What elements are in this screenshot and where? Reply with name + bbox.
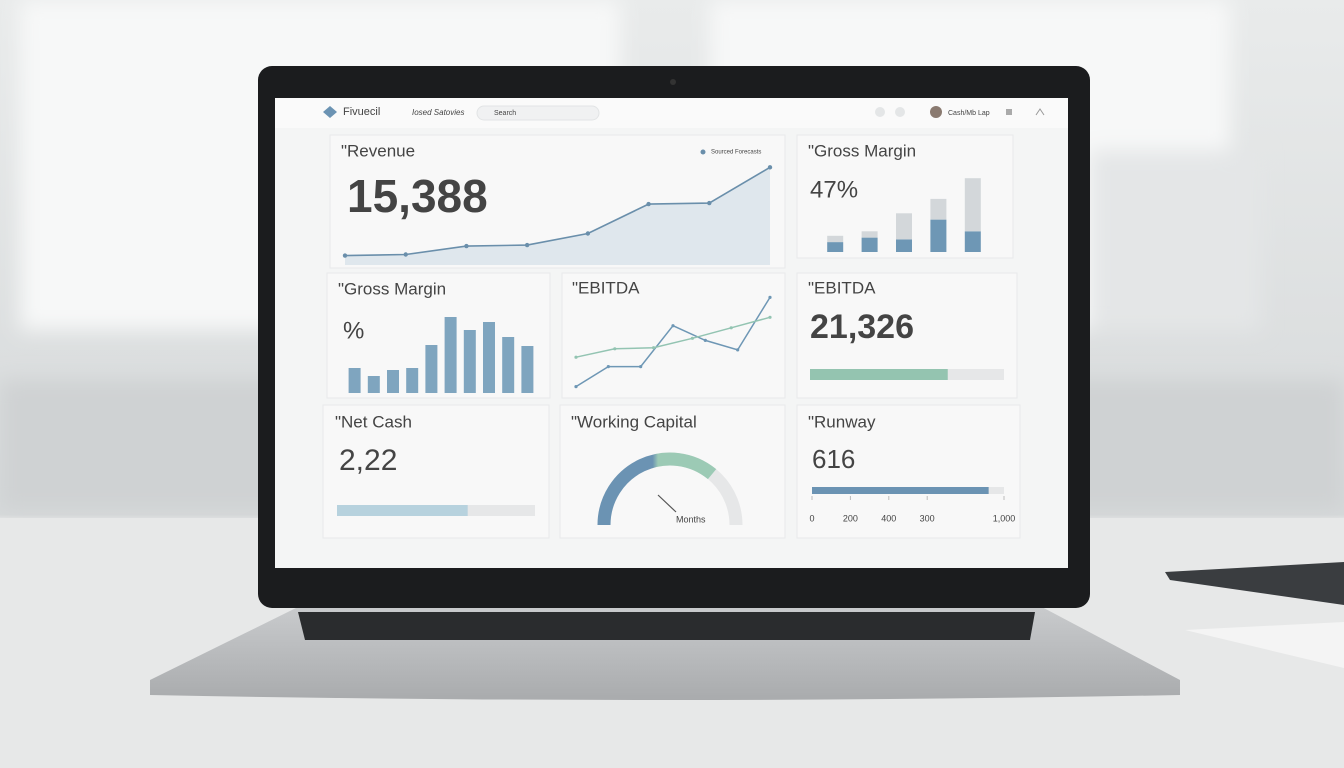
bar	[444, 317, 457, 393]
user-name[interactable]: Cash/Mb Lap	[948, 110, 990, 117]
search-placeholder: Search	[494, 110, 516, 117]
card-value: 15,388	[347, 170, 488, 222]
card	[561, 272, 786, 399]
message-icon[interactable]	[895, 107, 905, 117]
x-tick-label: 400	[881, 513, 896, 523]
bar	[406, 368, 419, 393]
x-tick-label: 200	[843, 513, 858, 523]
apps-icon[interactable]	[1006, 109, 1012, 115]
bar	[502, 337, 515, 393]
line	[344, 166, 771, 257]
point	[464, 243, 469, 249]
point	[574, 355, 578, 359]
bar	[483, 322, 495, 393]
paper	[1185, 622, 1344, 668]
bar	[463, 330, 476, 393]
card-title: "Runway	[808, 412, 876, 431]
bar-segment	[964, 231, 981, 252]
camera	[670, 79, 676, 85]
card	[559, 404, 786, 539]
line	[575, 316, 771, 358]
card-title: "Gross Margin	[808, 141, 916, 160]
x-tick-label: 300	[920, 513, 935, 523]
point	[703, 338, 707, 342]
account-icon[interactable]	[1035, 108, 1045, 116]
legend-label: Sourced Forecasts	[711, 150, 761, 156]
progress-bar	[337, 505, 468, 516]
card-title: "Net Cash	[335, 412, 412, 431]
bar-segment	[861, 237, 878, 252]
point	[768, 315, 772, 319]
bar-segment	[930, 219, 947, 252]
bar-segment	[827, 235, 844, 243]
point	[767, 165, 773, 170]
bar-segment	[827, 242, 844, 252]
point	[768, 295, 772, 299]
point	[729, 326, 733, 330]
point	[639, 365, 643, 369]
card-value: %	[343, 317, 364, 344]
bar	[521, 346, 534, 393]
bar	[425, 345, 438, 393]
bar	[367, 376, 380, 393]
point	[671, 324, 675, 328]
point	[707, 200, 712, 206]
bar	[348, 368, 361, 393]
bar	[387, 370, 399, 393]
dashboard: Fivuecil Iosed Satovies Search Cash/Mb L…	[275, 98, 1068, 539]
bar-segment	[930, 198, 947, 220]
card-title: "EBITDA	[572, 278, 640, 297]
gauge-needle	[657, 494, 677, 513]
point	[646, 201, 651, 207]
keyboard	[298, 612, 1035, 640]
area-fill	[345, 167, 770, 265]
screen: Fivuecil Iosed Satovies Search Cash/Mb L…	[275, 98, 1068, 568]
bar-segment	[861, 231, 878, 238]
progress-bar	[810, 369, 948, 380]
point	[342, 253, 348, 258]
card-value: 2,22	[339, 444, 397, 477]
card-title: "Revenue	[341, 141, 415, 160]
card-title: "Working Capital	[571, 412, 697, 431]
avatar[interactable]	[930, 106, 942, 118]
card-title: "EBITDA	[808, 278, 876, 297]
progress-bar	[812, 487, 989, 494]
point	[613, 347, 617, 351]
point	[403, 252, 408, 257]
point	[606, 365, 610, 369]
search-box[interactable]	[476, 105, 600, 121]
point	[736, 348, 740, 352]
bar-segment	[896, 239, 912, 252]
point	[574, 385, 578, 389]
point	[690, 336, 694, 340]
card-value: 47%	[810, 176, 858, 203]
bar-segment	[896, 213, 912, 240]
nav-link[interactable]: Iosed Satovies	[412, 108, 464, 117]
card	[796, 404, 1021, 539]
notebook	[1165, 562, 1344, 605]
logo[interactable]: Fivuecil	[343, 106, 380, 118]
legend-dot	[700, 149, 706, 155]
point	[652, 346, 656, 350]
bar-segment	[964, 178, 981, 232]
card-value: 21,326	[810, 308, 914, 346]
gauge-value	[597, 452, 717, 526]
point	[585, 231, 591, 236]
x-tick-label: 0	[809, 513, 814, 523]
gauge-label: Months	[676, 514, 706, 524]
notification-icon[interactable]	[875, 107, 885, 117]
card-title: "Gross Margin	[338, 279, 446, 298]
x-tick-label: 1,000	[993, 513, 1016, 523]
point	[524, 242, 530, 248]
logo-icon	[323, 106, 337, 118]
card-value: 616	[812, 444, 855, 474]
